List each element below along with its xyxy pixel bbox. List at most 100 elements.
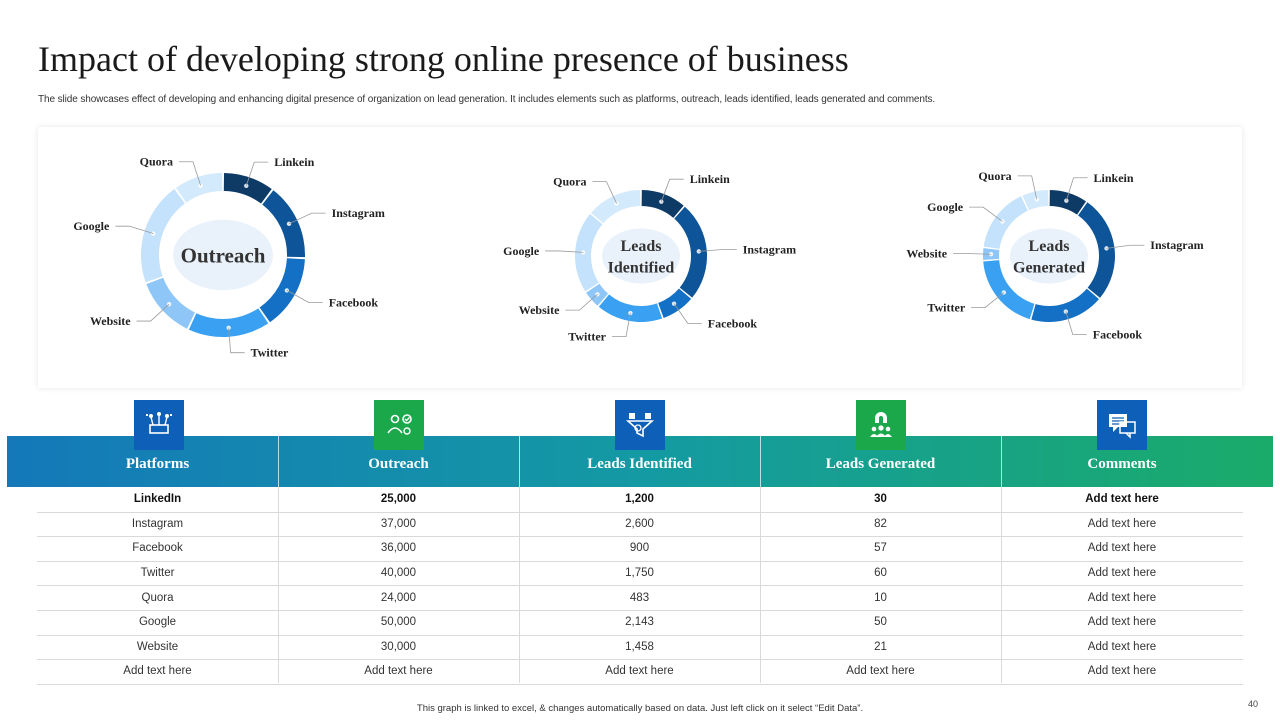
center-map-decoration: [602, 228, 680, 284]
header-divider: [760, 436, 761, 487]
platforms-icon: [134, 400, 184, 450]
table-cell: Add text here: [1087, 616, 1157, 629]
row-divider: [37, 512, 1243, 513]
table-cell: Add text here: [1087, 517, 1157, 530]
leader-line: [178, 161, 202, 186]
slice-label: Quora: [978, 169, 1011, 183]
table-cell: Website: [136, 640, 179, 653]
leader-line: [673, 303, 702, 324]
table-cell: 60: [874, 567, 887, 580]
table-cell: 25,000: [380, 493, 417, 506]
slice-label: Facebook: [329, 296, 379, 310]
comments-icon: [1097, 400, 1147, 450]
donut-slice: [641, 190, 684, 218]
table-cell: Add text here: [1087, 665, 1157, 678]
table-cell: Add text here: [605, 665, 674, 678]
table-cell: Quora: [141, 591, 174, 604]
row-divider: [37, 536, 1243, 537]
column-divider: [760, 487, 761, 683]
slice-label: Instagram: [1150, 238, 1203, 252]
donut-chart-2: Linkein Instagram Facebook Twitter Website Go…: [503, 172, 796, 343]
slice-label: Facebook: [708, 316, 758, 330]
leader-line: [228, 327, 245, 354]
leader-line: [565, 293, 598, 311]
slice-label: Website: [519, 303, 560, 317]
donut-charts-panel: Linkein Instagram Facebook Twitter Website Go…: [38, 127, 1242, 388]
slice-marker: [696, 249, 702, 254]
slice-label: Website: [90, 314, 131, 328]
donut-slice: [983, 196, 1028, 249]
footer-note: This graph is linked to excel, & changes…: [416, 703, 864, 714]
page-title: Impact of developing strong online prese…: [38, 39, 849, 79]
leader-line: [1065, 311, 1087, 335]
donut-slice: [674, 206, 707, 298]
slice-label: Facebook: [1093, 327, 1143, 341]
table-cell: Google: [138, 616, 177, 629]
slice-marker: [198, 183, 203, 188]
row-divider: [37, 585, 1243, 586]
center-label: Leads: [1029, 238, 1070, 255]
leader-line: [1065, 177, 1088, 201]
donut-chart-3: Linkein Instagram Facebook Twitter Website Go…: [906, 169, 1203, 342]
donut-slice: [1078, 202, 1115, 298]
leader-line: [592, 181, 617, 204]
table-cell: Facebook: [132, 542, 183, 555]
table-cell: Add text here: [364, 665, 433, 678]
donut-slice: [591, 190, 641, 224]
table-cell: Add text here: [1087, 591, 1157, 604]
table-cell: 1,458: [625, 640, 654, 653]
leader-line: [953, 253, 992, 255]
leader-line: [971, 292, 1005, 308]
leads-generated-icon: [856, 400, 906, 450]
header-divider: [1001, 436, 1002, 487]
leader-line: [1017, 175, 1038, 200]
page-number: 40: [1247, 699, 1258, 709]
row-divider: [37, 561, 1243, 562]
row-divider: [37, 610, 1243, 611]
table-cell: Add text here: [846, 665, 915, 678]
slice-label: Google: [927, 200, 964, 214]
slice-marker: [659, 199, 664, 204]
center-label: Generated: [1013, 259, 1085, 276]
slice-label: Twitter: [568, 330, 606, 344]
slice-label: Google: [73, 219, 110, 233]
column-divider: [278, 487, 279, 683]
center-label: Outreach: [181, 243, 266, 267]
slice-label: Twitter: [251, 346, 289, 360]
table-cell: 50,000: [380, 616, 417, 629]
donut-slice: [983, 260, 1035, 320]
page-subtitle: The slide showcases effect of developing…: [38, 94, 936, 105]
table-cell: 1,750: [625, 567, 654, 580]
table-cell: 57: [874, 542, 887, 555]
donut-slice: [1049, 190, 1087, 215]
slice-label: Linkein: [274, 155, 314, 169]
slice-label: Quora: [553, 175, 586, 189]
leader-line: [286, 290, 323, 303]
slice-label: Instagram: [332, 206, 385, 220]
table-cell: Add text here: [123, 665, 192, 678]
row-divider: [37, 635, 1243, 636]
table-cell: 30,000: [380, 640, 417, 653]
table-cell: 82: [874, 517, 887, 530]
center-label: Leads: [621, 238, 662, 255]
row-divider: [37, 684, 1243, 685]
slice-label: Google: [503, 244, 540, 258]
donut-slice: [1031, 288, 1099, 322]
donut-slice: [259, 258, 305, 323]
table-cell: 21: [874, 640, 887, 653]
slice-marker: [580, 250, 586, 255]
table-cell: 40,000: [380, 567, 417, 580]
table-header-cell: Comments: [1087, 456, 1157, 472]
leader-line: [612, 312, 631, 338]
donut-slice: [175, 173, 223, 203]
table-cell: LinkedIn: [133, 493, 182, 506]
table-header-cell: Outreach: [368, 456, 429, 472]
header-divider: [519, 436, 520, 487]
table-cell: Add text here: [1085, 493, 1159, 506]
table-header-cell: Platforms: [125, 456, 190, 472]
table-cell: 24,000: [380, 591, 417, 604]
table-cell: 10: [874, 591, 887, 604]
table-cell: 2,600: [625, 517, 654, 530]
table-cell: 36,000: [380, 542, 417, 555]
table-header-cell: Leads Generated: [825, 456, 936, 472]
